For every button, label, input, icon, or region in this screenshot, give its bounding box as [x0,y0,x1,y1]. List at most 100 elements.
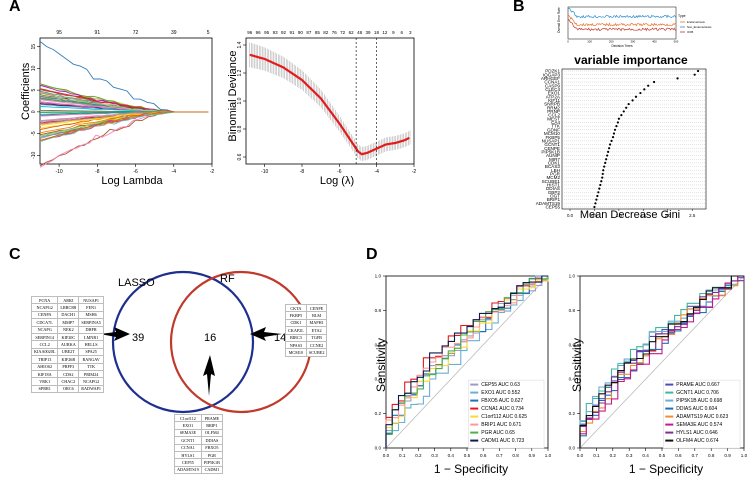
roc-x-tick: 0.8 [708,453,715,458]
lasso-gene-row: CCL2 AURKA HELLS [30,340,105,349]
rf-gene-importance-point [608,143,612,146]
rf-gene-label: PIP5K1B [541,149,560,154]
overlap-gene-cell: CCNA1 [174,443,202,452]
rf-gene-importance-point [600,180,603,183]
rf-error-svg: 0 100 200 300 400 500 Type Endometriosis Non_… [557,6,712,48]
rf-gene-label: IQGAP3 [543,72,561,77]
cv-x-tick: -2 [412,169,417,175]
cv-y-tick: 0.6 [237,153,243,160]
cv-y-tick: 1.0 [237,97,243,104]
rf-gene-importance-point [622,110,625,113]
roc-x-tick: 0.8 [512,453,519,458]
rf-x-tick: 1.5 [640,213,647,218]
roc-legend-label: SEMA3E AUC 0.574 [676,422,722,428]
rf-gene-label: DDIAS [546,186,560,191]
roc-diagonal [385,275,549,449]
panel-letter-c: C [9,246,21,263]
rf-gene-label: PGR [550,172,561,177]
lasso-y-tick: -5 [31,131,37,136]
rf-inset-line [567,14,677,27]
lasso-gene-cell: KIF20C [57,332,80,342]
cv-deviance-svg: 96 96 95 93 92 91 90 87 85 82 76 72 62 48 39 18 12 9 6 3 -1… [237,30,417,175]
roc-y-tick: 0.0 [569,446,576,451]
roc-legend-label: BRIP1 AUC 0.671 [481,422,521,428]
rf-gene-label: CCNA1 [544,80,560,85]
venn-lasso-count: 39 [132,332,145,344]
lasso-x-tick: -6 [133,169,138,175]
roc-legend-label: PIP5K1B AUC 0.698 [676,398,722,404]
rf-gene-label: SNRPB [544,102,560,107]
roc-legend-label: ADAMTS19 AUC 0.623 [676,414,728,420]
cv-top-tick: 95 [264,30,270,35]
lasso-top-tick: 95 [56,30,62,36]
roc-legend-box [663,379,741,449]
rf-gene-cell: TGFB [305,333,328,342]
cv-top-tick: 96 [247,30,253,35]
lasso-gene-cell: MMP7 [57,318,80,327]
cv-x-tick: -4 [374,169,379,175]
venn-lasso-circle [111,270,255,414]
roc-y-tick: 0.2 [569,411,576,416]
overlap-gene-cell: PIP5K1B [200,458,223,467]
rf-gene-label: KIF11 [548,98,560,103]
cv-top-tick: 18 [374,30,380,35]
lasso-gene-row: PCNA ARRJ NUSAP1 [30,295,105,305]
cv-top-tick: 9 [392,30,395,35]
rf-gene-importance-point [615,125,618,128]
rf-inset-line [568,8,677,19]
roc-x-tick: 0.3 [431,453,438,458]
cv-top-tick: 91 [289,30,295,35]
roc-curve [579,275,744,448]
lasso-y-tick: 15 [31,44,37,50]
cv-top-tick: 82 [323,30,329,35]
rf-gene-importance-point [676,77,679,80]
rf-gene-importance-point [599,183,602,187]
rf-gene-cell: CCNE2 [305,340,328,350]
overlap-gene-cell: FBXO5 [200,443,223,452]
lasso-path [39,111,209,127]
rf-gene-importance-point [603,165,606,168]
roc-y-tick: 0.4 [375,377,382,382]
lasso-gene-cell: NUSAP1 [78,295,105,305]
lasso-gene-cell: SERPIN14 [30,332,59,342]
lasso-gene-cell: UBE2T [57,347,80,357]
roc-legend-label: PGR AUC 0.65 [481,430,515,436]
rf-inset-xlabel: Decision Trees [611,44,632,48]
rf-gene-label: BRIP1 [547,197,561,202]
roc-legend-label: PRAME AUC 0.667 [676,382,720,388]
lasso-path [39,99,209,113]
roc-y-tick: 1.0 [375,274,382,279]
rf-gene-label: OGT [550,194,560,199]
lasso-gene-cell: ORC6 [57,384,80,394]
lasso-xlabel: Log Lambda [101,175,163,187]
roc-y-tick: 0.6 [569,342,576,347]
cv-deviance-plot: 96 96 95 93 92 91 90 87 85 82 76 72 62 48 39 18 12 9 6 3 -1… [226,18,422,194]
rf-gene-label: CCL2 [548,113,560,118]
rf-gene-importance-point [625,106,628,109]
roc-x-tick: 0.5 [659,453,666,458]
lasso-gene-cell: RADWAP1 [78,384,105,394]
panel-letter-a: A [9,0,21,15]
rf-inset-x-tick: 200 [609,40,614,44]
lasso-gene-cell: SPRR1 [30,384,59,394]
lasso-gene-cell: FEN1 [78,303,105,312]
lasso-gene-cell: KIF18A [30,369,59,379]
rf-gene-label: LBH [551,168,560,173]
rf-inset-legend-1: Endometriosis [687,20,705,24]
cv-top-tick: 87 [306,30,312,35]
rf-gene-importance-point [617,117,620,120]
rf-gene-cell: MCM10 [285,348,307,357]
rf-gene-label: CEP55 [545,205,560,210]
lasso-gene-cell: PCNA [30,295,59,305]
lasso-gene-cell: CDS2 [57,369,80,379]
overlap-gene-row: ADAMTS19 CADM1 [174,465,223,475]
rf-gene-cell: BIRC3 [285,333,307,342]
rf-gene-row: CKTA CENPE [285,303,328,313]
roc-x-tick: 0.1 [593,453,600,458]
rf-gene-importance-point [613,128,617,131]
rf-gene-importance-point [597,191,600,194]
rf-gene-importance-point [643,88,646,91]
rf-gene-cell: BLM [305,311,328,320]
roc-x-tick: 0.5 [464,453,471,458]
roc-legend-label: DDIAS AUC 0.604 [676,406,717,412]
